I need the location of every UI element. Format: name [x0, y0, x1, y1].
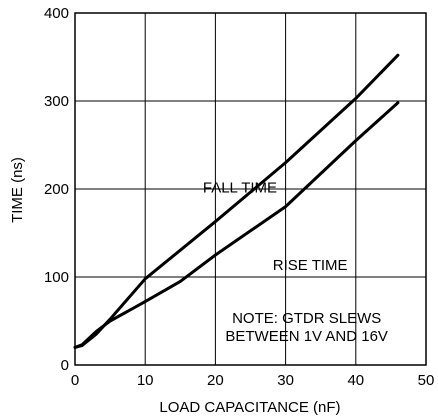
annotations: FALL TIME RISE TIME NOTE: GTDR SLEWSBETWEE… — [203, 180, 388, 345]
annotation-text: FALL TIME — [203, 180, 277, 197]
series-line-rise-time — [73, 101, 400, 349]
y-tick-label: 200 — [44, 181, 69, 198]
series-line-fall-time — [73, 53, 400, 349]
x-tick-label: 50 — [418, 372, 435, 389]
y-tick-label: 0 — [61, 357, 69, 374]
x-tick-label: 30 — [277, 372, 294, 389]
x-axis-label: LOAD CAPACITANCE (nF) — [159, 399, 340, 416]
series-lines — [73, 53, 400, 349]
x-tick-label: 0 — [71, 372, 79, 389]
x-tick-label: 40 — [347, 372, 364, 389]
plot-frame — [74, 12, 427, 366]
plot-border — [74, 12, 427, 366]
y-tick-label: 300 — [44, 93, 69, 110]
y-tick-label: 400 — [44, 5, 69, 22]
x-tick-label: 20 — [207, 372, 224, 389]
annotation-text: RISE TIME — [273, 257, 348, 274]
annotation-text: BETWEEN 1V AND 16V — [225, 328, 388, 345]
grid — [75, 13, 426, 365]
annotation-text: NOTE: GTDR SLEWS — [232, 310, 381, 327]
tick-labels: 0 10 20 30 40 50 0 100 200 300 400 — [44, 5, 434, 389]
y-tick-label: 100 — [44, 269, 69, 286]
y-axis-label: TIME (ns) — [9, 157, 26, 223]
x-tick-label: 10 — [137, 372, 154, 389]
